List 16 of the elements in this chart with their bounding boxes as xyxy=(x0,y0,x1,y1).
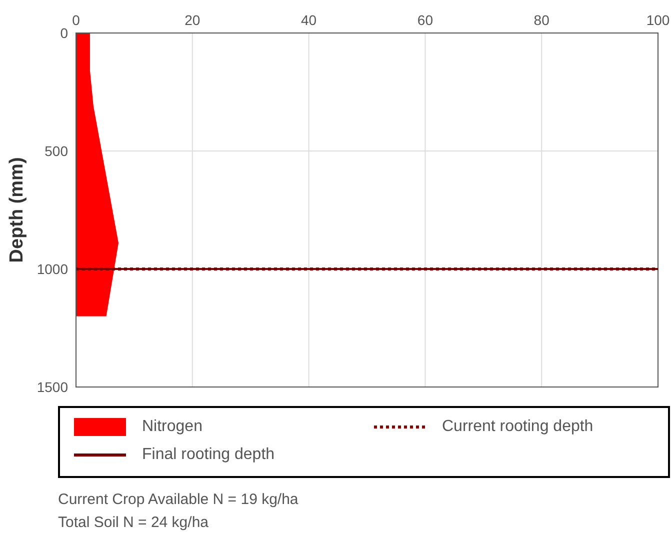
legend-label: Final rooting depth xyxy=(142,446,275,464)
y-tick-label: 1000 xyxy=(36,260,68,277)
x-tick-label: 20 xyxy=(184,12,200,28)
y-tick-label: 1500 xyxy=(36,378,68,395)
legend-label: Nitrogen xyxy=(142,418,202,436)
y-tick-label: 500 xyxy=(44,142,68,159)
y-axis-title: Depth (mm) xyxy=(6,157,28,263)
text: Total Soil N = 24 kg/ha xyxy=(58,513,210,533)
y-tick-label: 0 xyxy=(60,24,68,41)
x-tick-label: 0 xyxy=(72,12,80,28)
x-tick-label: 40 xyxy=(301,12,317,28)
x-tick-label: 80 xyxy=(534,12,550,28)
text: Current Crop Available N = 19 kg/ha xyxy=(58,490,300,510)
legend-label: Current rooting depth xyxy=(442,418,594,436)
x-tick-label: 60 xyxy=(417,12,434,28)
x-tick-label: 100 xyxy=(646,12,670,28)
